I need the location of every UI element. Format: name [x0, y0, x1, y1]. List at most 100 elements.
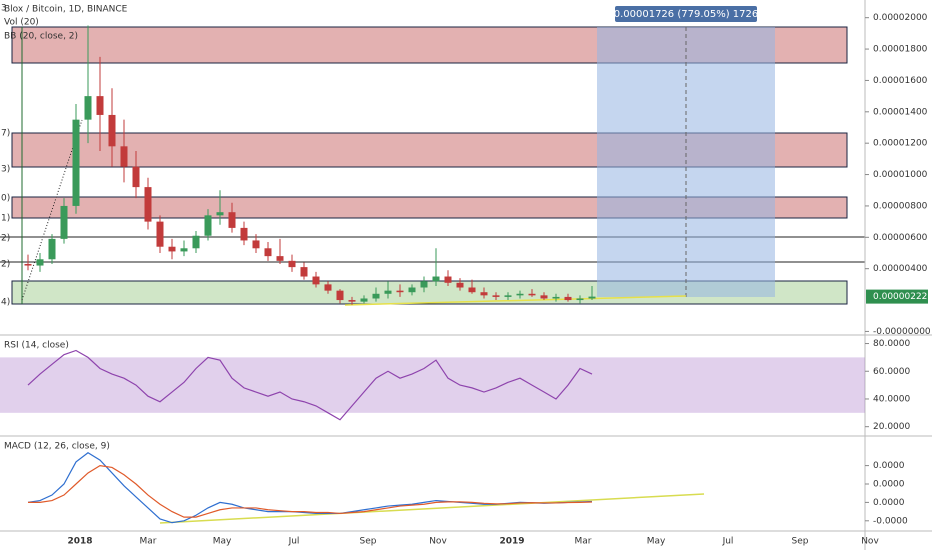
y-tick-label: -0.00000000: [873, 327, 931, 337]
y-tick-label: 0.00000800: [873, 201, 928, 211]
rsi-title: RSI (14, close): [4, 341, 69, 351]
left-label: 1): [1, 214, 10, 224]
candle-body: [180, 248, 188, 252]
trend: [159, 493, 705, 524]
y-tick-label: 80.0000: [873, 339, 910, 349]
candle-body: [24, 263, 32, 266]
candle-body: [192, 235, 200, 249]
x-tick-label: May: [647, 537, 666, 547]
x-tick-label: Jul: [288, 537, 300, 547]
indicator-label: Vol (20): [4, 18, 39, 28]
y-tick-label: 40.0000: [873, 394, 910, 404]
candle-body: [300, 267, 308, 277]
candle-body: [504, 295, 512, 297]
candle-body: [372, 293, 380, 299]
y-tick-label: 0.00001600: [873, 76, 928, 86]
rsi-line: [27, 349, 593, 421]
last-price-box: [866, 289, 928, 304]
candle-body: [264, 248, 272, 257]
candle-body: [336, 290, 344, 301]
candle-body: [360, 298, 368, 302]
candle-body: [444, 276, 452, 283]
candle-body: [252, 240, 260, 249]
trend: [344, 295, 687, 306]
candle-body: [384, 290, 392, 294]
candle-body: [108, 114, 116, 147]
candle-body: [588, 296, 596, 299]
left-label: 0): [1, 194, 10, 204]
candle-body: [516, 293, 524, 296]
title: Blox / Bitcoin, 1D, BINANCE: [4, 5, 128, 15]
rsi-band: [0, 357, 865, 413]
candle-body: [276, 256, 284, 261]
measure-label: 0.00001726 (779.05%) 1726: [614, 9, 759, 20]
y-tick-label: 20.0000: [873, 422, 910, 432]
y-tick-label: 0.00000400: [873, 264, 928, 274]
macd-title: MACD (12, 26, close, 9): [4, 442, 110, 452]
x-tick-label: Sep: [792, 537, 809, 547]
candle-body: [576, 298, 584, 301]
y-tick-label: 0.0000: [873, 480, 905, 490]
signal-line: [28, 464, 593, 518]
candle-body: [96, 96, 104, 115]
left-label: 3): [1, 165, 10, 175]
candle-body: [240, 227, 248, 241]
candle-body: [552, 296, 560, 299]
candle-body: [396, 290, 404, 293]
candle-body: [564, 296, 572, 301]
candle-body: [72, 119, 80, 206]
candle-body: [156, 221, 164, 247]
candle-body: [456, 282, 464, 288]
last-price-label: 0.00000222: [873, 292, 927, 302]
y-tick-label: 0.0000: [873, 498, 905, 508]
x-tick-label: Nov: [429, 537, 447, 547]
y-tick-label: 0.0000: [873, 461, 905, 471]
y-tick-label: 0.00001200: [873, 139, 928, 149]
x-tick-label: Nov: [861, 537, 879, 547]
left-label: 7): [1, 129, 10, 139]
measure-label-box: [615, 6, 757, 22]
candle-body: [420, 281, 428, 288]
candle-body: [144, 187, 152, 222]
candle-body: [120, 146, 128, 167]
candle-body: [432, 276, 440, 282]
candle-body: [540, 295, 548, 299]
candle-body: [528, 293, 536, 296]
candle-body: [468, 287, 476, 293]
y-tick-label: 0.00001000: [873, 170, 928, 180]
candle-body: [204, 215, 212, 236]
y-tick-label: 0.00002000: [873, 13, 928, 23]
candle-body: [48, 238, 56, 260]
x-tick-label: 2018: [67, 537, 92, 547]
y-tick-label: 60.0000: [873, 367, 910, 377]
candle-body: [132, 166, 140, 188]
x-tick-label: 2019: [499, 537, 524, 547]
x-tick-label: Mar: [575, 537, 592, 547]
indicator-label: BB (20, close, 2): [4, 32, 78, 42]
candle-body: [84, 96, 92, 120]
candle-body: [348, 300, 356, 302]
candle-body: [408, 287, 416, 293]
candle-body: [288, 260, 296, 268]
candle-body: [324, 284, 332, 291]
x-tick-label: May: [213, 537, 232, 547]
candle-body: [228, 212, 236, 228]
y-tick-label: 0.00001400: [873, 107, 928, 117]
y-tick-label: 0.00001800: [873, 45, 928, 55]
y-tick-label: -0.0000: [873, 516, 908, 526]
x-tick-label: Sep: [360, 537, 377, 547]
candle-body: [216, 212, 224, 216]
left-label: 2): [1, 234, 10, 244]
x-tick-label: Mar: [140, 537, 157, 547]
candle-body: [168, 246, 176, 252]
candle-body: [312, 276, 320, 285]
left-label: 3: [1, 4, 7, 14]
candle-body: [36, 259, 44, 266]
candle-body: [492, 295, 500, 297]
left-label: 2): [1, 260, 10, 270]
candle-body: [60, 205, 68, 239]
y-tick-label: 0.00000600: [873, 233, 928, 243]
left-label: 4): [1, 298, 10, 308]
